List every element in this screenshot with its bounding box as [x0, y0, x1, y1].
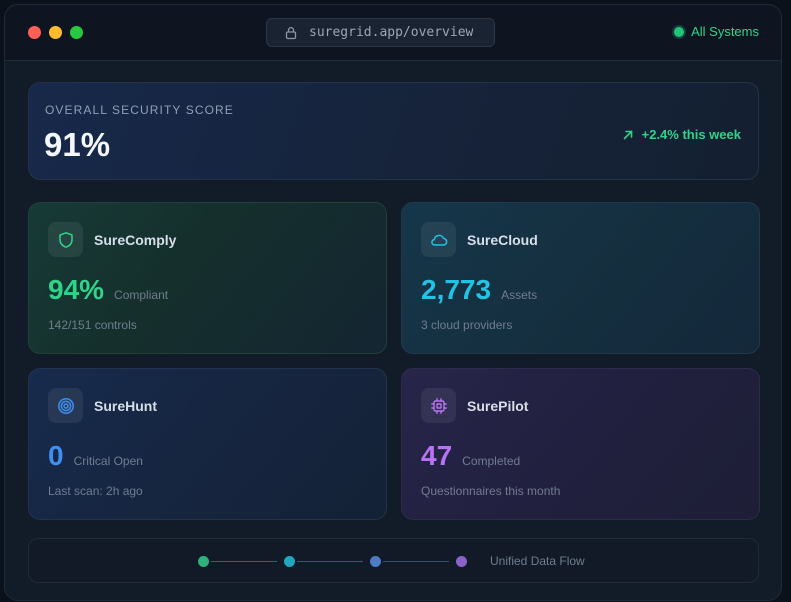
- security-score-panel: OVERALL SECURITY SCORE 91% +2.4% this we…: [28, 82, 759, 180]
- card-metric-value: 0: [48, 440, 64, 471]
- card-surepilot[interactable]: SurePilot 47 Completed Questionnaires th…: [401, 368, 760, 520]
- card-metric: 0 Critical Open: [48, 440, 143, 472]
- close-window-button[interactable]: [28, 26, 41, 39]
- surepilot-icon-box: [421, 388, 456, 423]
- card-title: SureCloud: [467, 232, 538, 248]
- flow-connector-1: [211, 561, 277, 562]
- card-subtext: Last scan: 2h ago: [48, 484, 143, 498]
- cloud-icon: [430, 234, 447, 246]
- security-score-trend: +2.4% this week: [622, 127, 741, 142]
- card-metric: 2,773 Assets: [421, 274, 537, 306]
- maximize-window-button[interactable]: [70, 26, 83, 39]
- surecloud-icon-box: [421, 222, 456, 257]
- security-score-value: 91%: [44, 126, 111, 163]
- system-status-label: All Systems: [691, 24, 759, 39]
- security-score-label: OVERALL SECURITY SCORE: [45, 103, 234, 117]
- card-subtext: 142/151 controls: [48, 318, 137, 332]
- shield-icon: [58, 231, 73, 248]
- card-title: SureComply: [94, 232, 177, 248]
- target-icon: [57, 397, 74, 414]
- title-bar: suregrid.app/overview All Systems: [5, 5, 781, 61]
- card-title: SureHunt: [94, 398, 157, 414]
- card-metric: 47 Completed: [421, 440, 520, 472]
- address-url: suregrid.app/overview: [309, 25, 474, 40]
- card-subtext: Questionnaires this month: [421, 484, 561, 498]
- card-surehunt[interactable]: SureHunt 0 Critical Open Last scan: 2h a…: [28, 368, 387, 520]
- chip-icon: [430, 397, 447, 414]
- status-indicator-icon: [674, 26, 685, 37]
- card-metric: 94% Compliant: [48, 274, 168, 306]
- data-flow-bar: Unified Data Flow: [28, 538, 759, 583]
- flow-node-4: [456, 556, 467, 567]
- address-bar[interactable]: suregrid.app/overview: [266, 18, 495, 47]
- card-surecloud[interactable]: SureCloud 2,773 Assets 3 cloud providers: [401, 202, 760, 354]
- surehunt-icon-box: [48, 388, 83, 423]
- minimize-window-button[interactable]: [49, 26, 62, 39]
- card-metric-value: 2,773: [421, 274, 492, 305]
- flow-connector-2: [297, 561, 363, 562]
- system-status: All Systems: [674, 24, 759, 39]
- flow-connector-3: [383, 561, 449, 562]
- flow-node-1: [198, 556, 209, 567]
- card-metric-unit: Completed: [462, 454, 521, 468]
- card-metric-unit: Compliant: [114, 288, 169, 302]
- flow-node-2: [284, 556, 295, 567]
- card-title: SurePilot: [467, 398, 529, 414]
- trend-text: +2.4% this week: [641, 127, 741, 142]
- data-flow-label: Unified Data Flow: [490, 554, 585, 568]
- card-surecomply[interactable]: SureComply 94% Compliant 142/151 control…: [28, 202, 387, 354]
- surecomply-icon-box: [48, 222, 83, 257]
- card-metric-unit: Critical Open: [73, 454, 143, 468]
- card-metric-value: 47: [421, 440, 453, 471]
- trend-up-arrow-icon: [623, 130, 632, 139]
- lock-icon: [285, 26, 297, 39]
- card-subtext: 3 cloud providers: [421, 318, 513, 332]
- flow-node-3: [370, 556, 381, 567]
- card-metric-unit: Assets: [501, 288, 538, 302]
- card-metric-value: 94%: [48, 274, 105, 305]
- browser-window: suregrid.app/overview All Systems OVERAL…: [4, 4, 782, 601]
